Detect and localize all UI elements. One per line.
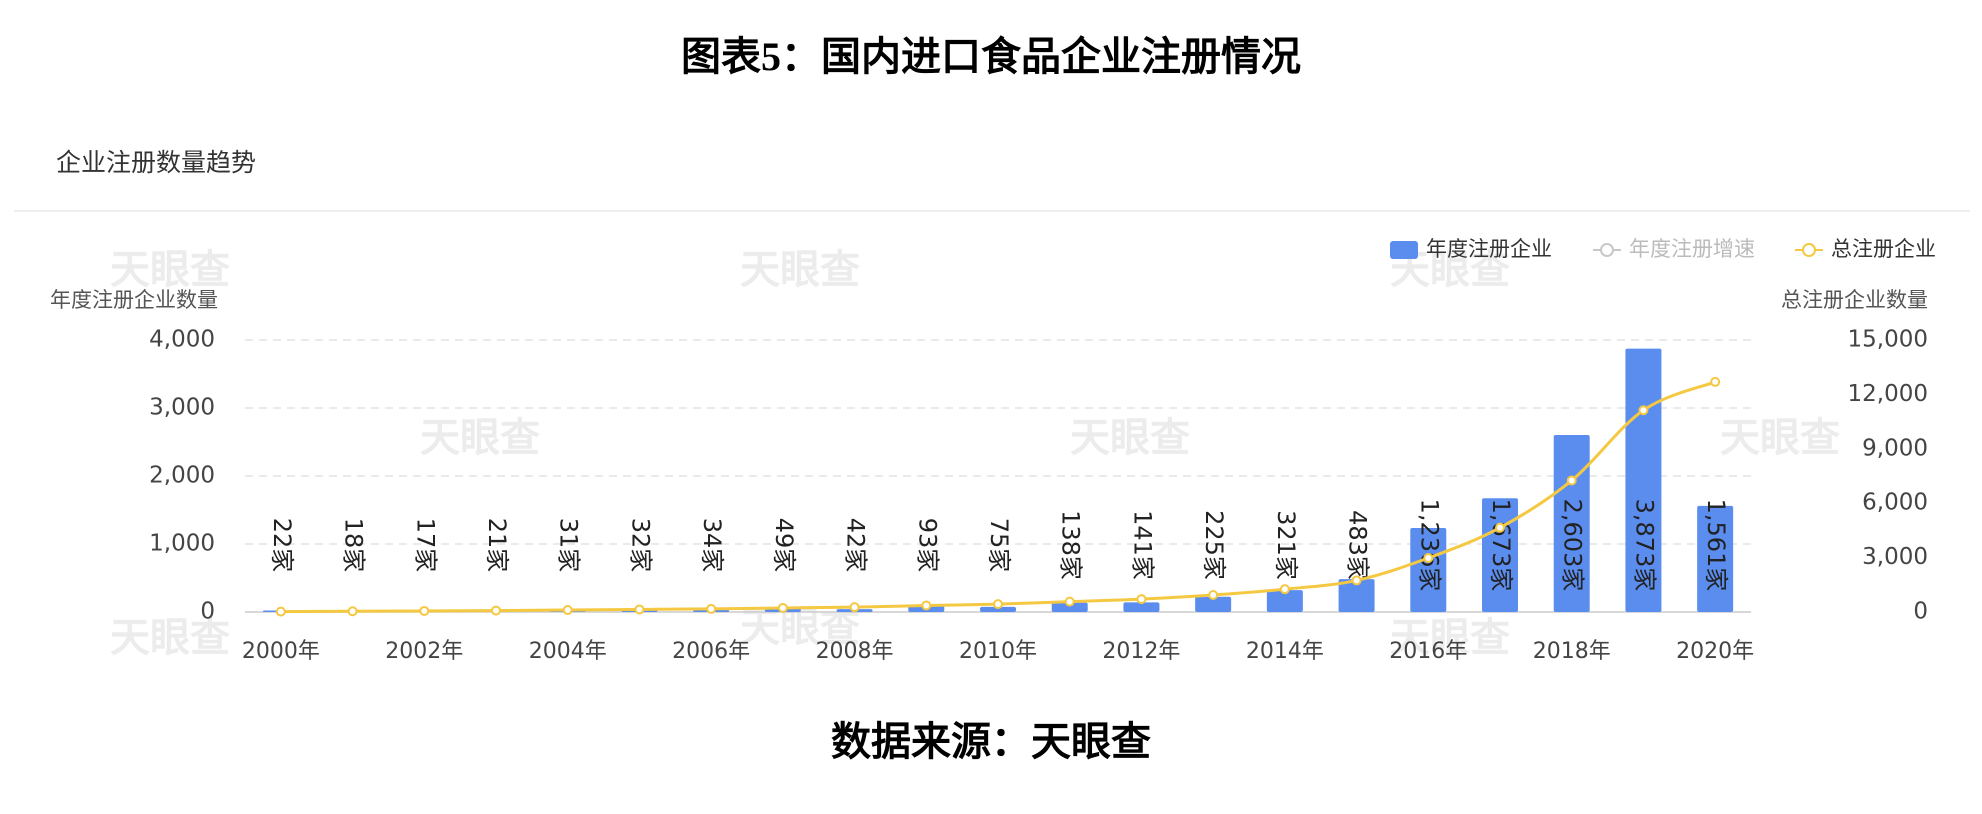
line-point bbox=[921, 600, 932, 611]
x-tick-label: 2000年 bbox=[242, 639, 320, 664]
bar-value-label: 32家 bbox=[626, 518, 654, 573]
line-point bbox=[1495, 522, 1505, 533]
y-tick-label: 4,000 bbox=[149, 327, 215, 353]
bar-value-label: 34家 bbox=[698, 518, 726, 573]
bar-value-label: 1,673家 bbox=[1487, 499, 1515, 592]
legend-label: 年度注册企业 bbox=[1426, 237, 1552, 261]
y2-tick-label: 15,000 bbox=[1848, 327, 1928, 353]
line-point bbox=[634, 604, 645, 615]
y-tick-label: 3,000 bbox=[149, 395, 215, 421]
bar bbox=[1123, 602, 1160, 612]
y-tick-label: 2,000 bbox=[149, 463, 215, 489]
watermark: 天眼查 bbox=[420, 415, 540, 461]
legend-label: 年度注册增速 bbox=[1629, 237, 1755, 261]
x-tick-label: 2006年 bbox=[672, 639, 750, 664]
legend-swatch bbox=[1600, 243, 1614, 257]
bar-value-label: 31家 bbox=[555, 518, 583, 573]
y-tick-label: 1,000 bbox=[149, 531, 215, 557]
bar-value-label: 2,603家 bbox=[1559, 499, 1587, 592]
watermark: 天眼查 bbox=[110, 247, 230, 293]
bar-value-label: 483家 bbox=[1344, 510, 1372, 580]
line-point bbox=[993, 599, 1003, 610]
line-point bbox=[1136, 594, 1147, 605]
line-point bbox=[1064, 596, 1075, 607]
bar-value-label: 138家 bbox=[1057, 510, 1085, 580]
legend-label: 总注册企业 bbox=[1831, 237, 1936, 261]
bar-value-label: 321家 bbox=[1272, 510, 1300, 580]
y2-tick-label: 0 bbox=[1913, 599, 1928, 625]
line-point bbox=[491, 605, 501, 616]
line-point bbox=[777, 602, 788, 613]
bar bbox=[1482, 498, 1518, 612]
bar-value-label: 49家 bbox=[770, 518, 798, 573]
x-tick-label: 2016年 bbox=[1389, 639, 1467, 664]
bar bbox=[1625, 348, 1662, 612]
y2-tick-label: 12,000 bbox=[1848, 381, 1928, 407]
bar bbox=[1338, 579, 1375, 612]
x-tick-label: 2002年 bbox=[385, 639, 463, 664]
y2-tick-label: 3,000 bbox=[1862, 544, 1928, 570]
y-axis-title: 年度注册企业数量 bbox=[50, 288, 218, 312]
line-point bbox=[1710, 376, 1721, 387]
line-point bbox=[1638, 405, 1649, 416]
x-tick-label: 2010年 bbox=[959, 639, 1037, 664]
bar-value-label: 42家 bbox=[842, 518, 870, 573]
x-tick-label: 2012年 bbox=[1102, 639, 1180, 664]
source-note: 数据来源：天眼查 bbox=[831, 719, 1151, 764]
y2-axis-title: 总注册企业数量 bbox=[1781, 288, 1928, 312]
bar bbox=[1195, 596, 1232, 612]
watermark: 天眼查 bbox=[740, 247, 860, 293]
line-point bbox=[1566, 475, 1577, 486]
line-point bbox=[347, 606, 358, 617]
watermark: 天眼查 bbox=[1720, 415, 1840, 461]
bar bbox=[1266, 590, 1303, 612]
legend-swatch bbox=[1390, 241, 1418, 259]
line-point bbox=[419, 605, 430, 616]
bar bbox=[1051, 602, 1088, 612]
line-point bbox=[706, 603, 717, 614]
line-point bbox=[275, 606, 286, 617]
line-point bbox=[1279, 584, 1290, 595]
watermark: 天眼查 bbox=[110, 615, 230, 661]
bar-value-label: 21家 bbox=[483, 518, 511, 573]
line-point bbox=[1351, 575, 1362, 586]
bar-value-label: 75家 bbox=[985, 518, 1013, 573]
x-tick-label: 2004年 bbox=[529, 639, 607, 664]
bar bbox=[1553, 434, 1590, 612]
x-tick-label: 2014年 bbox=[1246, 639, 1324, 664]
line-point bbox=[849, 602, 860, 613]
line-point bbox=[1423, 552, 1434, 563]
bar-value-label: 141家 bbox=[1128, 510, 1156, 580]
bar-value-label: 1,236家 bbox=[1415, 499, 1443, 592]
bar-value-label: 22家 bbox=[268, 518, 296, 573]
y-tick-label: 0 bbox=[200, 599, 215, 625]
bar-value-label: 225家 bbox=[1200, 510, 1228, 580]
bar-value-label: 1,561家 bbox=[1702, 499, 1730, 592]
x-tick-label: 2018年 bbox=[1533, 639, 1611, 664]
line-point bbox=[1208, 589, 1219, 600]
chart-subtitle: 企业注册数量趋势 bbox=[56, 148, 256, 177]
x-tick-label: 2008年 bbox=[816, 639, 894, 664]
y2-tick-label: 6,000 bbox=[1862, 490, 1928, 516]
bar bbox=[1410, 527, 1447, 612]
y2-tick-label: 9,000 bbox=[1862, 435, 1928, 461]
bar-value-label: 17家 bbox=[411, 518, 439, 573]
bar-value-label: 3,873家 bbox=[1630, 499, 1658, 592]
x-tick-label: 2020年 bbox=[1676, 639, 1754, 664]
chart-title: 图表5：国内进口食品企业注册情况 bbox=[681, 34, 1301, 79]
bar-value-label: 93家 bbox=[913, 518, 941, 573]
legend-swatch bbox=[1802, 243, 1816, 257]
bar bbox=[1697, 505, 1734, 612]
line-point bbox=[562, 605, 573, 616]
bar-value-label: 18家 bbox=[340, 518, 368, 573]
watermark: 天眼查 bbox=[1070, 415, 1190, 461]
bar bbox=[980, 606, 1016, 612]
watermark: 天眼查 bbox=[1390, 615, 1510, 661]
